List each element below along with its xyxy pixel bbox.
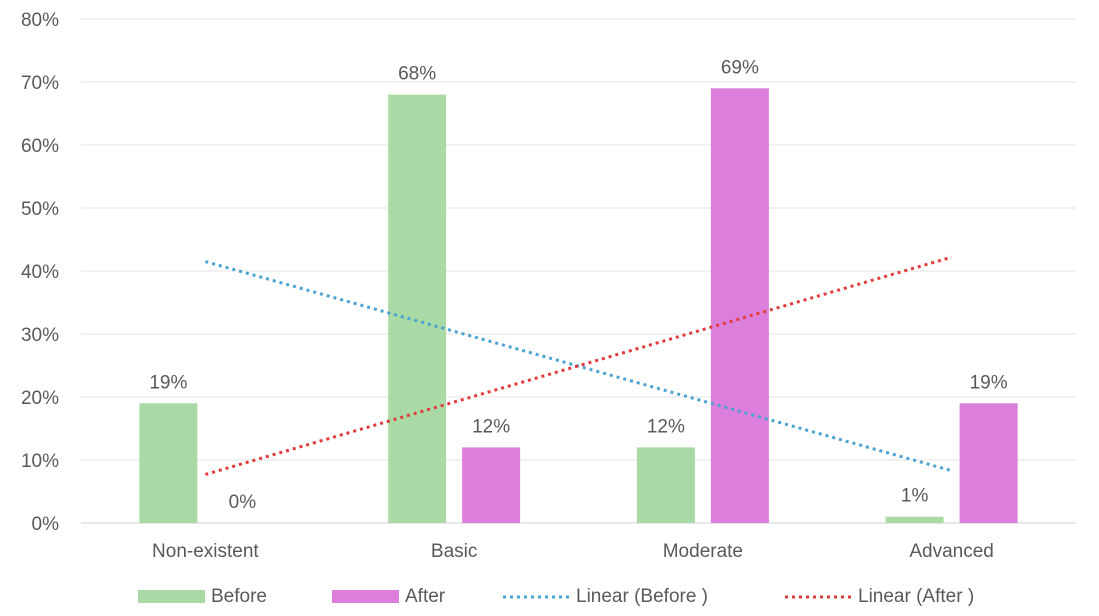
x-category-label: Non-existent (152, 541, 259, 562)
y-tick-label: 0% (32, 514, 60, 535)
legend-label: After (405, 586, 446, 607)
legend-swatch (332, 590, 399, 603)
bar-before (139, 403, 198, 523)
x-category-label: Moderate (663, 541, 743, 562)
bars (139, 88, 1018, 524)
y-tick-label: 30% (21, 325, 59, 346)
data-labels: 19% 68% 12% 1% 0% 12% 69% 19% (149, 57, 1007, 513)
trendlines (204, 255, 953, 476)
data-label: 19% (970, 372, 1008, 393)
legend-linear-after: Linear (After ) (785, 586, 974, 607)
data-label: 19% (149, 372, 187, 393)
y-tick-label: 40% (21, 262, 59, 283)
y-tick-label: 80% (21, 10, 59, 31)
bar-before (636, 447, 695, 523)
bar-after (959, 403, 1018, 523)
y-tick-label: 10% (21, 451, 59, 472)
legend-before: Before (138, 586, 267, 607)
y-tick-label: 50% (21, 199, 59, 220)
bar-after (462, 447, 521, 523)
legend-label: Linear (Before ) (576, 586, 708, 607)
x-axis-categories: Non-existent Basic Moderate Advanced (152, 541, 994, 562)
trendline-before (204, 260, 953, 473)
data-label: 69% (721, 57, 759, 78)
data-label: 1% (901, 486, 929, 507)
data-label: 68% (398, 64, 436, 85)
legend: Before After Linear (Before ) Linear (After… (138, 586, 974, 607)
data-label: 12% (472, 416, 510, 437)
legend-linear-before: Linear (Before ) (503, 586, 708, 607)
legend-label: Before (211, 586, 267, 607)
y-tick-label: 20% (21, 388, 59, 409)
data-label: 0% (229, 492, 257, 513)
x-category-label: Basic (431, 541, 477, 562)
legend-after: After (332, 586, 446, 607)
data-label: 12% (647, 416, 685, 437)
y-axis-ticks: 0% 10% 20% 30% 40% 50% 60% 70% 80% (21, 10, 59, 535)
legend-swatch (138, 590, 205, 603)
legend-label: Linear (After ) (858, 586, 974, 607)
gridlines (81, 18, 1076, 524)
y-tick-label: 70% (21, 73, 59, 94)
x-category-label: Advanced (909, 541, 994, 562)
bar-before (388, 94, 447, 523)
bar-after (710, 88, 769, 524)
y-tick-label: 60% (21, 136, 59, 157)
bar-before (885, 516, 944, 523)
